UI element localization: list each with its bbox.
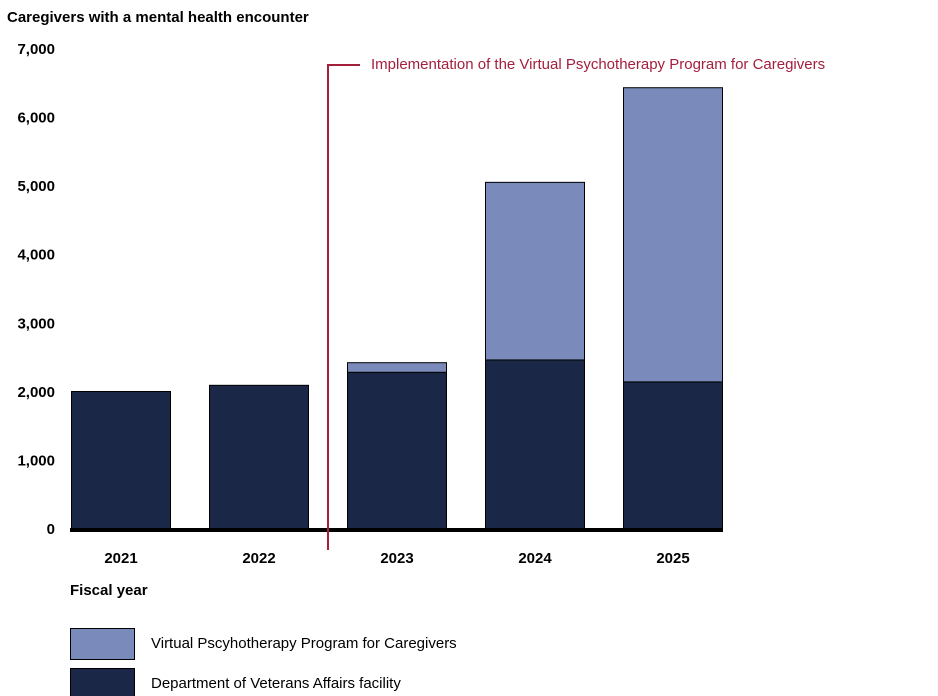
- y-tick-label: 3,000: [17, 315, 55, 332]
- bar-segment: [347, 371, 447, 531]
- y-tick-label: 5,000: [17, 178, 55, 195]
- bar-segment: [347, 362, 447, 373]
- legend-label: Department of Veterans Affairs facility: [151, 675, 401, 692]
- bar-segment: [623, 87, 723, 383]
- y-tick-label: 4,000: [17, 247, 55, 264]
- x-tick-label: 2025: [656, 550, 689, 567]
- y-tick-label: 6,000: [17, 110, 55, 127]
- y-tick-label: 7,000: [17, 41, 55, 58]
- bar-segment: [623, 381, 723, 531]
- y-axis-title: Caregivers with a mental health encounte…: [7, 9, 309, 26]
- x-tick-label: 2021: [104, 550, 137, 567]
- annotation-line: [327, 64, 360, 550]
- bar-segment: [71, 390, 171, 531]
- x-axis-title: Fiscal year: [70, 582, 148, 599]
- y-tick-label: 2,000: [17, 384, 55, 401]
- bar-segment: [485, 181, 585, 361]
- x-tick-label: 2022: [242, 550, 275, 567]
- x-tick-label: 2023: [380, 550, 413, 567]
- legend-swatch: [70, 668, 135, 696]
- legend-label: Virtual Pscyhotherapy Program for Caregi…: [151, 635, 457, 652]
- annotation: Implementation of the Virtual Psychother…: [371, 56, 825, 73]
- x-tick-label: 2024: [518, 550, 552, 567]
- y-tick-label: 1,000: [17, 452, 55, 469]
- legend-swatch: [70, 628, 135, 660]
- bar-segment: [209, 384, 309, 531]
- y-tick-label: 0: [47, 521, 55, 538]
- bar-segment: [485, 359, 585, 531]
